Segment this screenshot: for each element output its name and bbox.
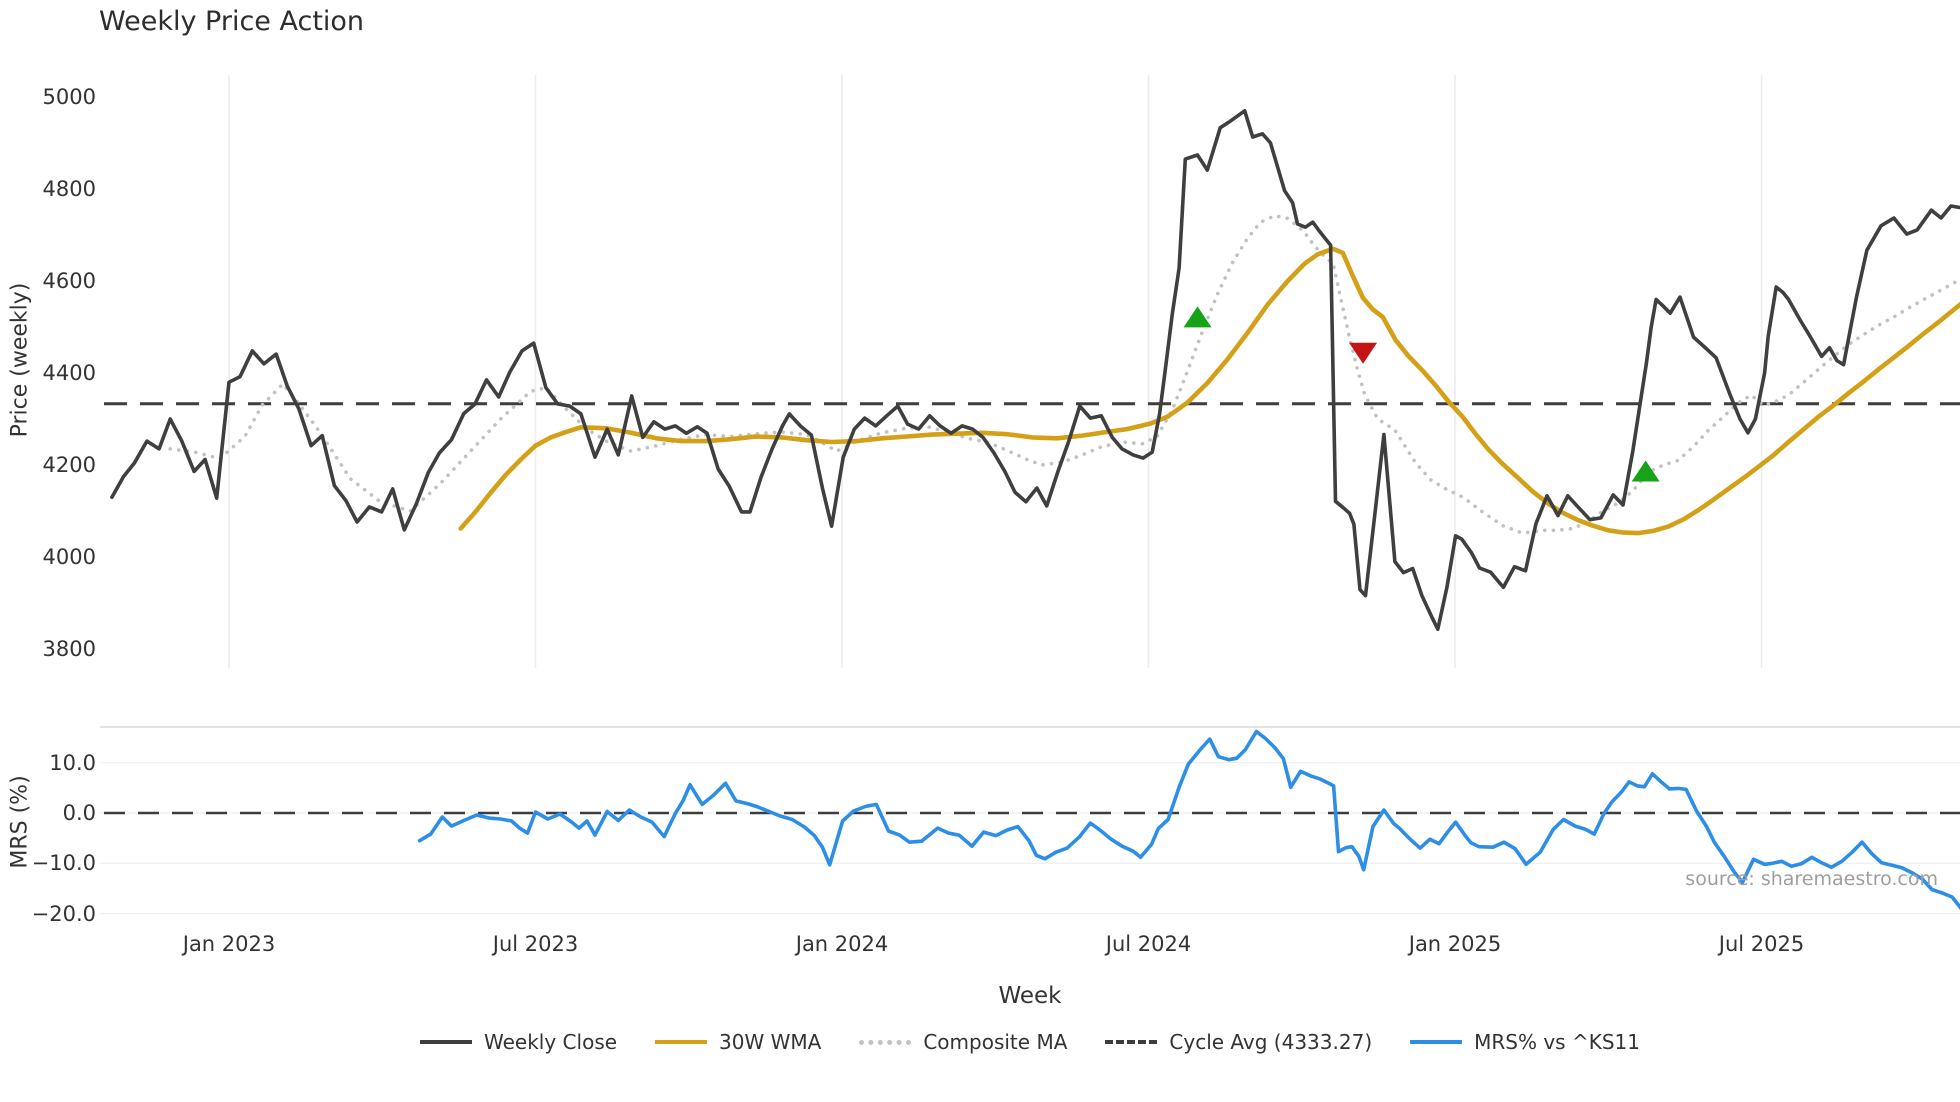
sell-signal-marker (1349, 342, 1378, 364)
legend-swatch-solid (655, 1040, 708, 1044)
legend: Weekly Close 30W WMA Composite MA Cycle Avg… (100, 1030, 1960, 1054)
composite-ma-line (168, 213, 1960, 535)
legend-item: Weekly Close (420, 1030, 617, 1054)
price-tick-label: 5000 (42, 85, 96, 109)
buy-signal-marker (1631, 460, 1660, 482)
legend-label: 30W WMA (719, 1030, 822, 1054)
legend-item: MRS% vs ^KS11 (1410, 1030, 1640, 1054)
price-tick-label: 4200 (42, 453, 96, 477)
legend-swatch-dotted (859, 1039, 912, 1045)
legend-swatch-solid (420, 1040, 473, 1044)
x-tick-label: Jul 2025 (1718, 932, 1805, 956)
price-tick-label: 3800 (42, 637, 96, 661)
mrs-tick-label: −10.0 (31, 851, 96, 876)
legend-swatch-dashed (1105, 1040, 1158, 1044)
mrs-tick-label: −20.0 (31, 901, 96, 926)
x-tick-label: Jan 2025 (1408, 932, 1502, 956)
legend-item: Composite MA (859, 1030, 1067, 1054)
legend-label: Weekly Close (484, 1030, 618, 1054)
legend-label: MRS% vs ^KS11 (1474, 1030, 1640, 1054)
legend-item: 30W WMA (655, 1030, 821, 1054)
price-tick-label: 4600 (42, 269, 96, 293)
legend-label: Composite MA (923, 1030, 1068, 1054)
buy-signal-marker (1183, 306, 1212, 328)
x-axis-label: Week (998, 983, 1062, 1009)
legend-item: Cycle Avg (4333.27) (1105, 1030, 1372, 1054)
chart-title: Weekly Price Action (99, 6, 365, 37)
source-watermark: source: sharemaestro.com (1685, 868, 1938, 890)
mrs-tick-label: 10.0 (49, 750, 96, 775)
x-tick-label: Jan 2024 (795, 932, 889, 956)
wma-line (458, 246, 1960, 536)
x-tick-label: Jul 2023 (492, 932, 579, 956)
mrs-tick-label: 0.0 (62, 801, 96, 825)
legend-label: Cycle Avg (4333.27) (1169, 1030, 1373, 1054)
legend-swatch-solid (1410, 1040, 1463, 1044)
price-tick-label: 4800 (42, 177, 96, 201)
mrs-line (417, 729, 1960, 910)
price-tick-label: 4400 (42, 361, 96, 385)
weekly-close-line (110, 109, 1960, 632)
x-tick-label: Jul 2024 (1105, 932, 1192, 956)
x-tick-label: Jan 2023 (182, 932, 276, 956)
price-tick-label: 4000 (42, 545, 96, 569)
